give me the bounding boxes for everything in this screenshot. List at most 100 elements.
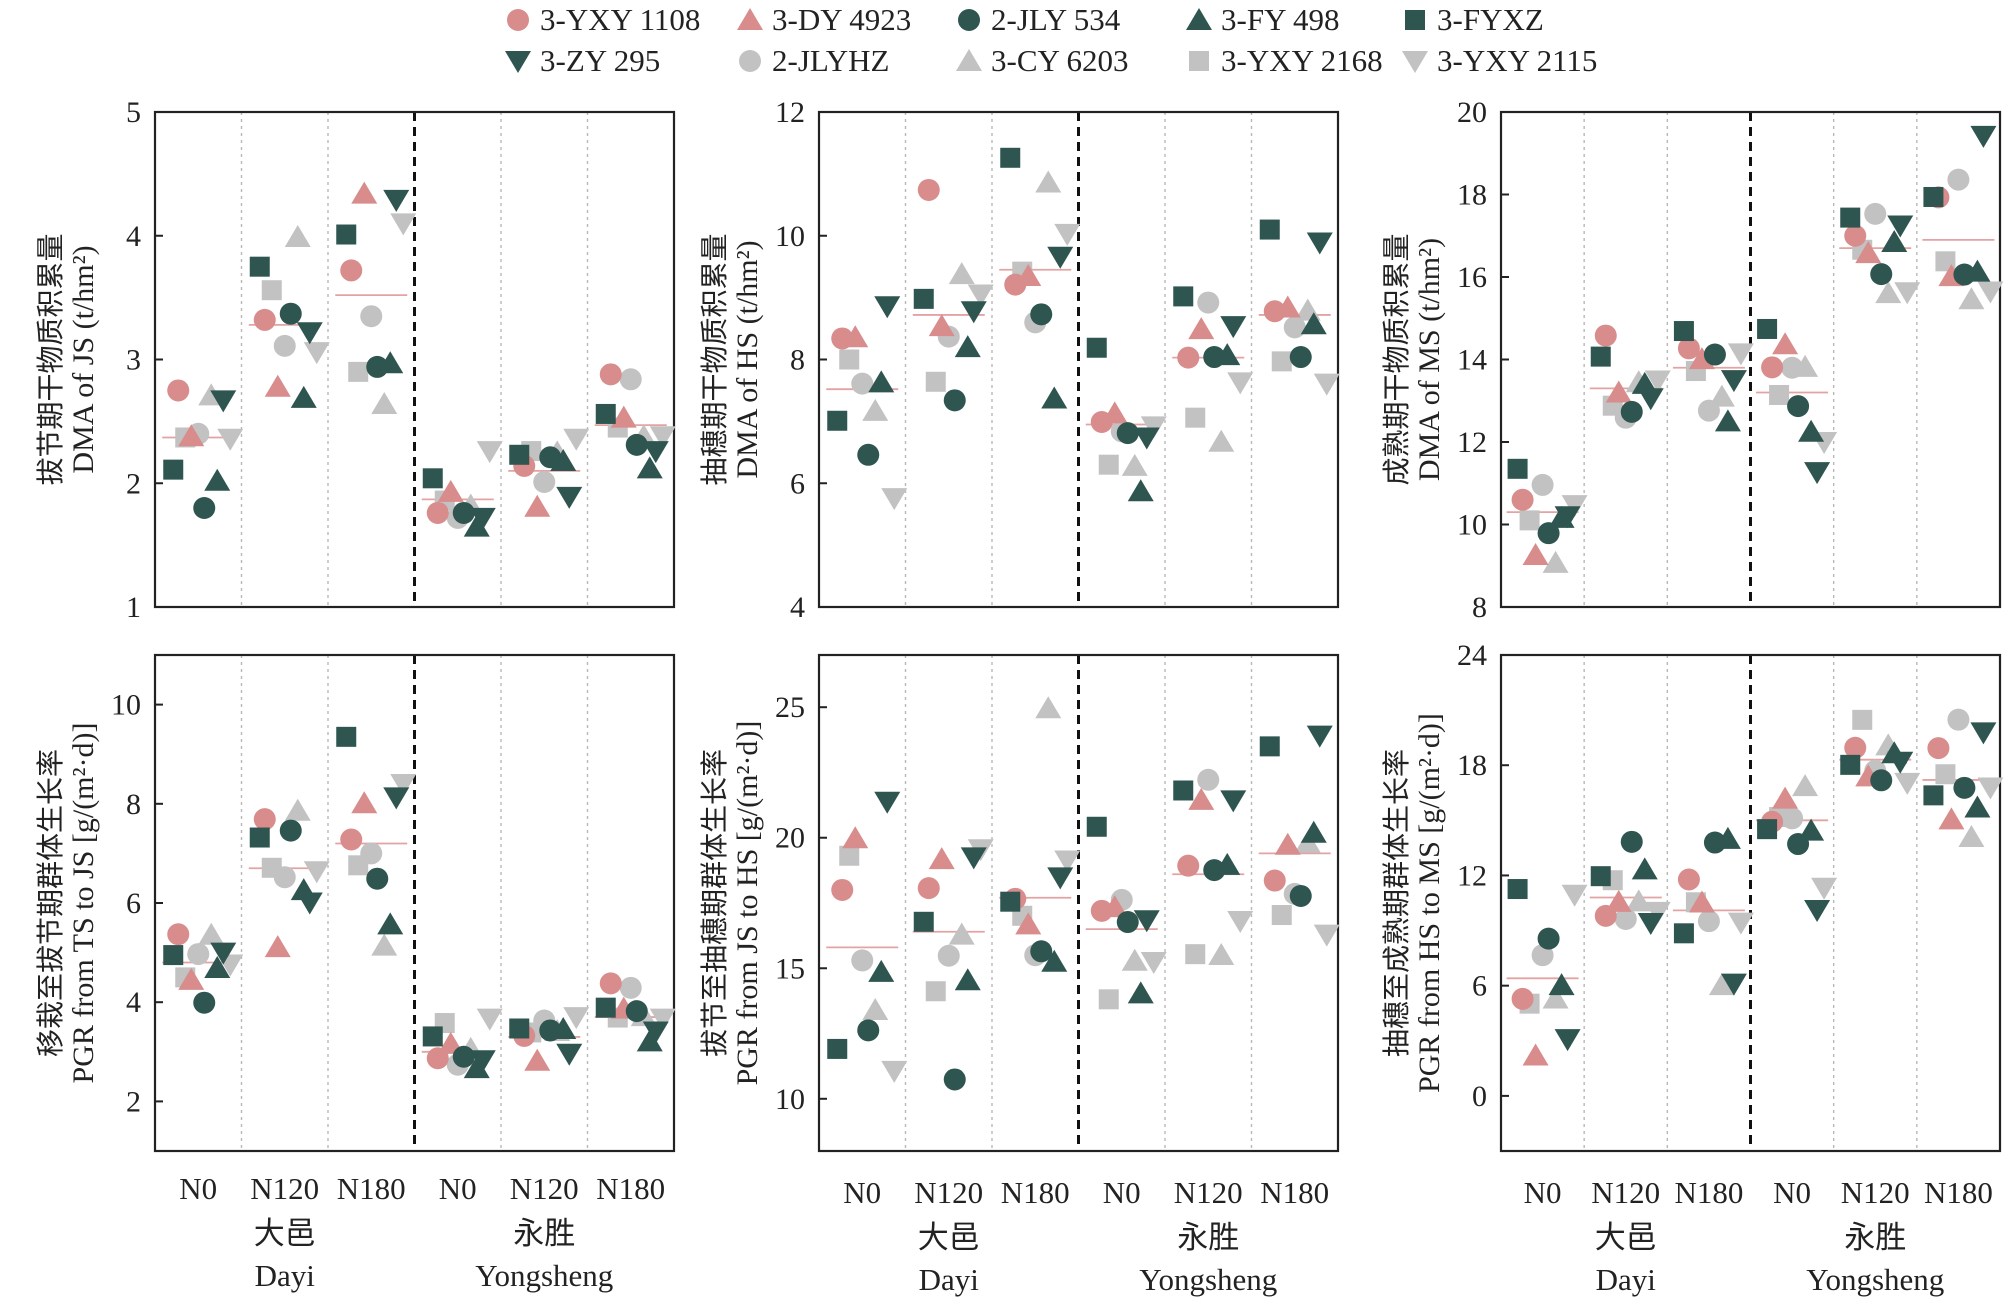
data-point	[261, 280, 282, 301]
data-point	[253, 808, 276, 831]
data-point	[422, 468, 443, 489]
data-point	[1313, 924, 1340, 947]
data-point	[1554, 506, 1581, 529]
data-point	[1875, 281, 1902, 304]
data-point	[1673, 321, 1694, 342]
data-point	[1870, 263, 1893, 286]
y-tick-label: 8	[790, 344, 805, 377]
data-point	[210, 390, 237, 413]
data-point	[1054, 850, 1081, 873]
y-tick-label: 10	[111, 689, 141, 722]
data-point	[253, 308, 276, 331]
data-point	[831, 878, 854, 901]
legend-label: 3-FY 498	[1221, 2, 1340, 37]
y-axis-label-en: PGR from HS to MS [g/(m²·d)]	[1413, 713, 1446, 1093]
site-label-cn: 永胜	[513, 1216, 575, 1251]
data-point	[1133, 910, 1160, 933]
data-point	[360, 305, 383, 328]
data-point	[1727, 343, 1754, 366]
data-point	[1894, 282, 1921, 305]
x-category-label: N180	[1001, 1175, 1070, 1210]
data-point	[842, 826, 869, 849]
data-point	[868, 959, 895, 982]
y-tick-label: 6	[126, 887, 141, 920]
data-point	[273, 334, 296, 357]
y-axis-label-en: DMA of HS (t/hm²)	[731, 240, 764, 478]
data-point	[1507, 458, 1528, 479]
y-tick-label: 2	[126, 467, 141, 500]
panel-4: 2 4 6 8 10 移栽至拔节期群体生长率 PGR from TS to JS [g/(m…	[34, 653, 676, 1153]
site-label-en: Dayi	[255, 1258, 316, 1293]
y-tick-label: 8	[126, 788, 141, 821]
x-category-label: N120	[1841, 1175, 1910, 1210]
data-point	[469, 1050, 496, 1073]
data-point	[193, 991, 216, 1014]
data-point	[296, 322, 323, 345]
legend-label: 3-ZY 295	[540, 43, 660, 78]
data-point	[371, 392, 398, 415]
data-point	[556, 1043, 583, 1066]
data-point	[1605, 380, 1632, 403]
x-category-label: N120	[250, 1171, 319, 1206]
x-category-label: N180	[1924, 1175, 1993, 1210]
data-point	[1283, 316, 1306, 339]
data-point	[336, 726, 357, 747]
legend-marker	[958, 9, 980, 31]
data-point	[1673, 923, 1694, 944]
data-point	[1708, 973, 1735, 996]
y-tick-label: 10	[775, 220, 805, 253]
data-point	[1127, 479, 1154, 502]
legend-label: 3-CY 6203	[991, 43, 1129, 78]
data-point	[469, 507, 496, 530]
site-label-cn: 大邑	[254, 1216, 316, 1251]
data-point	[264, 374, 291, 397]
data-point	[1977, 281, 2004, 304]
data-point	[1594, 324, 1617, 347]
data-point	[1811, 877, 1838, 900]
legend-label: 3-YXY 1108	[540, 2, 700, 37]
site-label-en: Yongsheng	[475, 1258, 613, 1293]
data-point	[1958, 287, 1985, 310]
panel-2: 4 6 8 10 12 抽穗期干物质积累量 DMA of HS (t/hm²)	[698, 96, 1340, 624]
data-point	[279, 819, 302, 842]
data-point	[925, 981, 946, 1002]
data-point	[198, 922, 225, 945]
data-point	[595, 997, 616, 1018]
legend-marker	[737, 8, 763, 30]
data-point	[1887, 215, 1914, 238]
data-point	[383, 787, 410, 810]
data-point	[1185, 407, 1206, 428]
data-point	[874, 791, 901, 814]
data-point	[1086, 816, 1107, 837]
legend-label: 2-JLYHZ	[772, 43, 889, 78]
y-tick-label: 10	[1457, 509, 1487, 542]
plot-frame	[1499, 653, 2002, 1153]
data-point	[1030, 303, 1053, 326]
data-point	[563, 1007, 590, 1030]
data-point	[1220, 316, 1247, 339]
x-category-label: N0	[843, 1175, 881, 1210]
y-axis-label-en: PGR from JS to HS [g/(m²·d)]	[731, 721, 764, 1086]
legend-marker	[507, 9, 529, 31]
data-point	[960, 301, 987, 324]
x-category-label: N180	[337, 1171, 406, 1206]
y-tick-label: 6	[1472, 970, 1487, 1003]
data-point	[1227, 911, 1254, 934]
data-point	[509, 444, 530, 465]
data-point	[550, 1016, 577, 1039]
data-point	[249, 256, 270, 277]
data-point	[868, 370, 895, 393]
data-point	[351, 181, 378, 204]
data-point	[264, 935, 291, 958]
data-point	[163, 459, 184, 480]
data-point	[390, 213, 417, 236]
data-point	[1121, 948, 1148, 971]
data-point	[1271, 905, 1292, 926]
data-point	[563, 428, 590, 451]
data-point	[1259, 736, 1280, 757]
data-point	[1561, 884, 1588, 907]
data-point	[842, 325, 869, 348]
data-point	[1000, 891, 1021, 912]
data-point	[839, 349, 860, 370]
data-point	[524, 1048, 551, 1071]
